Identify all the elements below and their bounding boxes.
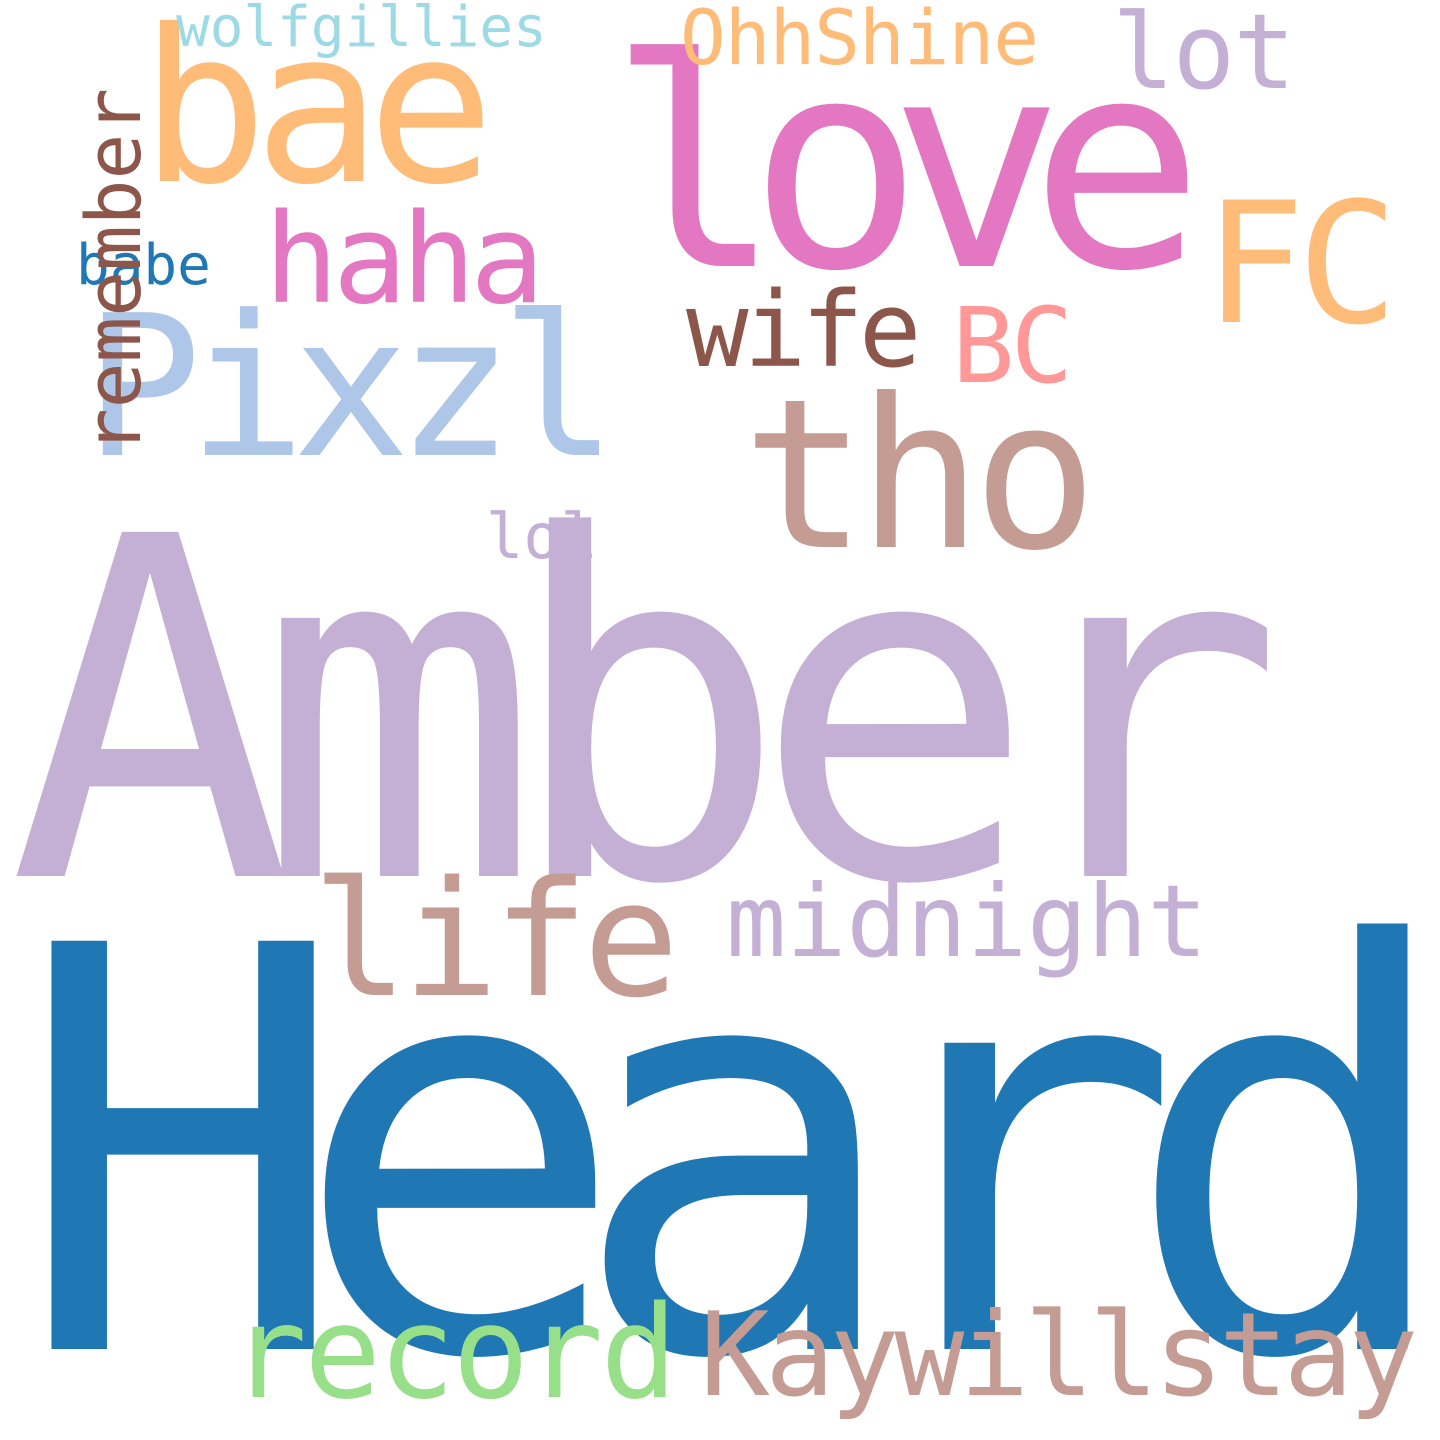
- word-lot: lot: [1112, 0, 1296, 113]
- word-fc: FC: [1204, 166, 1398, 362]
- word-wife: wife: [686, 269, 921, 391]
- word-ohhshine: OhhShine: [680, 0, 1039, 82]
- word-wolfgillies: wolfgillies: [176, 0, 547, 60]
- word-life: life: [312, 846, 679, 1033]
- word-kaywillstay: Kaywillstay: [700, 1288, 1418, 1423]
- word-bae: bae: [140, 0, 495, 231]
- word-amber: Amber: [8, 439, 1285, 988]
- word-midnight: midnight: [726, 863, 1208, 980]
- word-love: love: [608, 0, 1204, 335]
- word-tho: tho: [742, 355, 1098, 597]
- word-babe: babe: [76, 233, 211, 298]
- word-lol: lol: [486, 500, 598, 573]
- word-remember: remember: [69, 87, 158, 454]
- word-haha: haha: [264, 188, 545, 332]
- word-bc: BC: [952, 285, 1073, 407]
- word-pixzl: Pixzl: [84, 274, 618, 502]
- word-record: record: [230, 1279, 677, 1428]
- word-heard: Heard: [14, 830, 1440, 1440]
